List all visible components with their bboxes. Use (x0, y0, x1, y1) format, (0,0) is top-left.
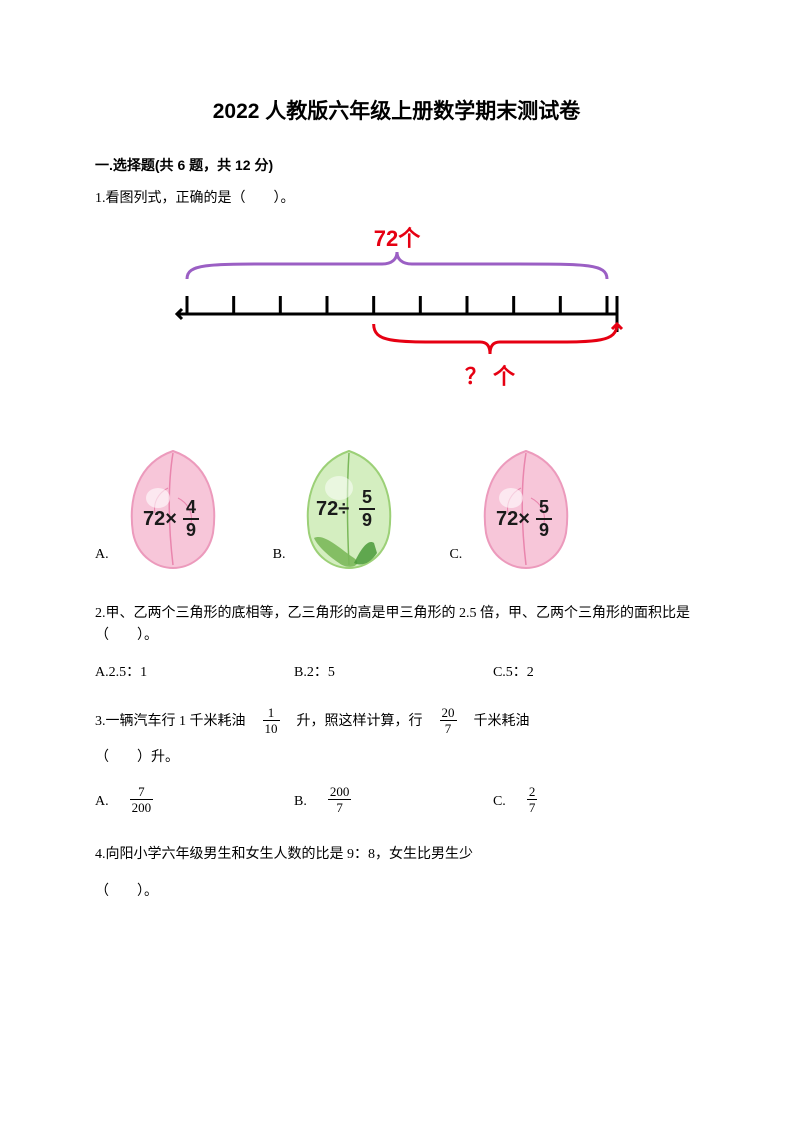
q3-line1: 3.一辆汽车行 1 千米耗油 1 10 升，照这样计算，行 20 7 千米耗油 (95, 708, 698, 737)
svg-text:9: 9 (186, 520, 196, 540)
svg-text:72÷: 72÷ (316, 498, 349, 520)
q3-opt-c: C. 2 7 (493, 787, 692, 816)
svg-text:5: 5 (362, 487, 372, 507)
leaf-c: 72× 5 9 (466, 443, 586, 573)
leaf-b: 72÷ 5 9 (289, 443, 409, 573)
q3-part1: 3.一辆汽车行 1 千米耗油 (95, 711, 246, 733)
q3-opt-b: B. 200 7 (294, 787, 493, 816)
unknown-label: ？ 个 (464, 364, 515, 389)
q2-stem: 2.甲、乙两个三角形的底相等，乙三角形的高是甲三角形的 2.5 倍，甲、乙两个三… (95, 603, 698, 648)
svg-text:4: 4 (186, 497, 196, 517)
q1-option-b: B. 72÷ 5 9 (273, 443, 410, 573)
q3-opt-c-frac: 2 7 (527, 785, 538, 814)
page-title: 2022 人教版六年级上册数学期末测试卷 (95, 95, 698, 129)
section-heading: 一.选择题(共 6 题，共 12 分) (95, 154, 698, 176)
q3-opt-a-frac: 7 200 (130, 785, 154, 814)
number-line-diagram: 72个 ？ (157, 224, 637, 404)
total-label: 72个 (373, 226, 420, 251)
option-label-c: C. (449, 544, 462, 572)
q3-stem: 3.一辆汽车行 1 千米耗油 1 10 升，照这样计算，行 20 7 千米耗油 … (95, 708, 698, 769)
q3-opt-b-label: B. (294, 791, 307, 813)
option-label-a: A. (95, 544, 109, 572)
q3-options: A. 7 200 B. 200 7 C. 2 7 (95, 787, 698, 816)
q3-opt-a: A. 7 200 (95, 787, 294, 816)
q4-stem: 4.向阳小学六年级男生和女生人数的比是 9：8，女生比男生少 (95, 844, 698, 866)
q2-opt-b: B.2：5 (294, 662, 493, 684)
svg-text:9: 9 (539, 520, 549, 540)
top-brace (187, 252, 607, 279)
q3-part4: （ ）升。 (95, 747, 698, 769)
svg-text:72×: 72× (143, 508, 177, 530)
bottom-brace (373, 324, 616, 354)
q2-opt-c: C.5：2 (493, 662, 692, 684)
q3-part3: 千米耗油 (474, 711, 530, 733)
option-label-b: B. (273, 544, 286, 572)
q1-options: A. 72× 4 9 B. (95, 443, 698, 573)
q3-opt-b-frac: 200 7 (328, 785, 352, 814)
leaf-a: 72× 4 9 (113, 443, 233, 573)
svg-text:5: 5 (539, 497, 549, 517)
q1-option-a: A. 72× 4 9 (95, 443, 233, 573)
svg-text:72×: 72× (496, 508, 530, 530)
q3-part2: 升，照这样计算，行 (297, 711, 423, 733)
q1-option-c: C. 72× 5 9 (449, 443, 586, 573)
q1-stem: 1.看图列式，正确的是（ ）。 (95, 188, 698, 210)
q2-options: A.2.5：1 B.2：5 C.5：2 (95, 662, 698, 684)
q4-stem2: （ ）。 (95, 881, 698, 903)
page: 2022 人教版六年级上册数学期末测试卷 一.选择题(共 6 题，共 12 分)… (0, 0, 793, 977)
q2-opt-a: A.2.5：1 (95, 662, 294, 684)
q3-opt-c-label: C. (493, 791, 506, 813)
q1-diagram: 72个 ？ (95, 224, 698, 412)
q3-frac2: 20 7 (440, 706, 457, 735)
q3-opt-a-label: A. (95, 791, 109, 813)
svg-text:9: 9 (362, 510, 372, 530)
ticks (187, 296, 607, 314)
q3-frac1: 1 10 (263, 706, 280, 735)
